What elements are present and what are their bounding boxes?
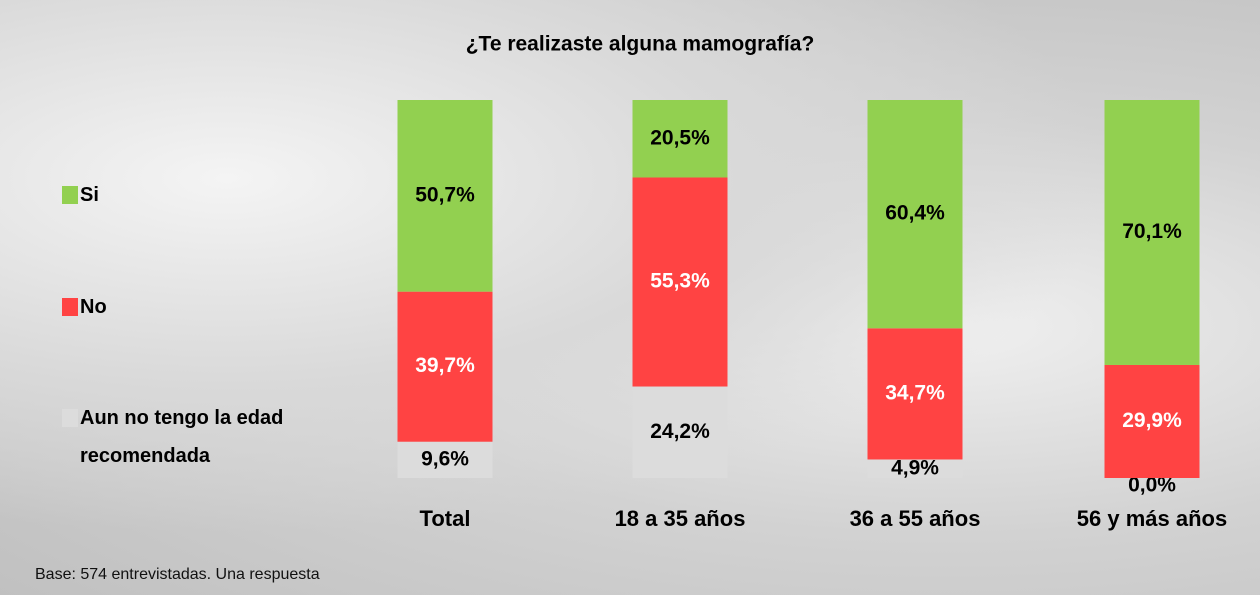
legend-label: Si xyxy=(80,184,99,206)
bar-segment xyxy=(632,386,728,478)
x-tick-label: Total xyxy=(420,506,471,531)
bar-segment xyxy=(867,100,963,329)
data-label: 34,7% xyxy=(885,381,945,404)
data-label: 24,2% xyxy=(650,420,710,443)
legend-label: No xyxy=(80,296,107,318)
x-tick-label: 56 y más años xyxy=(1077,506,1227,531)
bar-segment xyxy=(397,441,493,478)
data-label: 60,4% xyxy=(885,202,945,225)
bar-segment xyxy=(632,100,728,178)
data-label: 50,7% xyxy=(415,183,475,206)
x-tick-label: 18 a 35 años xyxy=(615,506,746,531)
bar-segment xyxy=(867,459,963,478)
chart-title: ¿Te realizaste alguna mamografía? xyxy=(466,33,815,56)
legend-label: Aun no tengo la edad recomendada xyxy=(80,407,284,467)
bar-segment xyxy=(1104,100,1200,365)
legend-swatch xyxy=(62,409,78,427)
bar-segment xyxy=(632,177,728,387)
data-label: 29,9% xyxy=(1122,409,1182,432)
data-label: 20,5% xyxy=(650,126,710,149)
data-label: 4,9% xyxy=(891,456,939,479)
legend-swatch xyxy=(62,186,78,204)
data-label: 9,6% xyxy=(421,447,469,470)
bar-segment xyxy=(867,328,963,460)
legend-swatch xyxy=(62,298,78,316)
data-label: 55,3% xyxy=(650,270,710,293)
footnote: Base: 574 entrevistadas. Una respuesta xyxy=(35,566,320,583)
bar-segment xyxy=(397,291,493,442)
data-label: 39,7% xyxy=(415,354,475,377)
data-label: 70,1% xyxy=(1122,220,1182,243)
data-label: 0,0% xyxy=(1128,474,1176,497)
bar-segment xyxy=(1104,364,1200,478)
x-tick-label: 36 a 55 años xyxy=(850,506,981,531)
bar-segment xyxy=(397,100,493,292)
